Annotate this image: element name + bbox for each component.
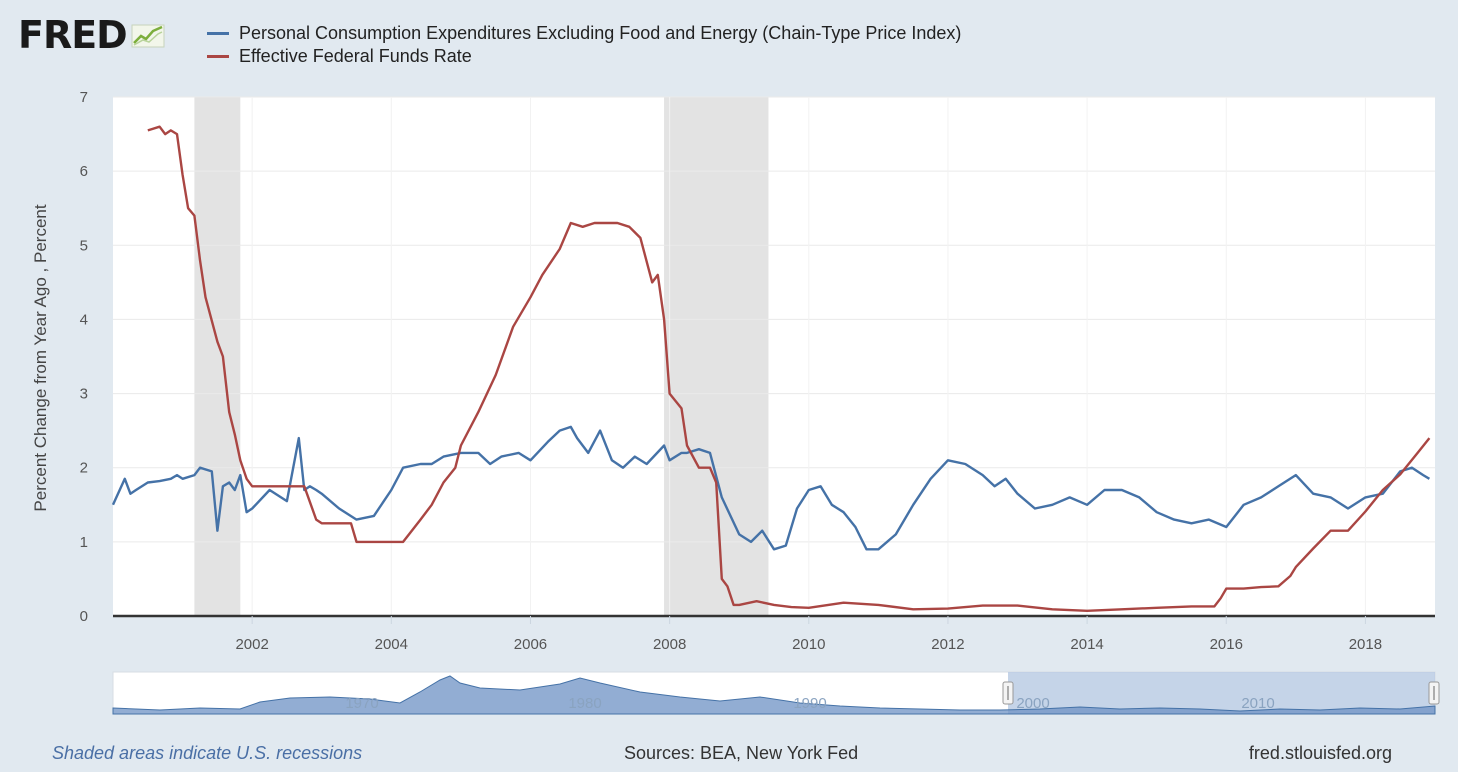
navigator-year-label: 2010 [1241, 695, 1274, 712]
y-tick-label: 3 [80, 386, 88, 403]
y-tick-label: 7 [80, 89, 88, 106]
x-tick-label: 2016 [1210, 636, 1243, 653]
x-tick-label: 2010 [792, 636, 825, 653]
series-lines [111, 125, 1431, 612]
x-tick-label: 2002 [235, 636, 268, 653]
y-tick-label: 2 [80, 460, 88, 477]
legend-swatch-fed-funds [207, 55, 229, 58]
y-tick-label: 5 [80, 237, 88, 254]
y-tick-label: 6 [80, 163, 88, 180]
navigator-year-label: 1990 [793, 695, 826, 712]
navigator-year-label: 1970 [345, 695, 378, 712]
fred-line-graph-icon [131, 24, 165, 48]
y-axis-title: Percent Change from Year Ago , Percent [31, 204, 50, 511]
sources-text: Sources: BEA, New York Fed [624, 743, 859, 763]
fred-logo[interactable]: FRED [18, 13, 165, 57]
y-tick-label: 1 [80, 534, 88, 551]
navigator-series-area [112, 675, 1436, 715]
chart-legend: Personal Consumption Expenditures Exclud… [207, 22, 961, 68]
legend-label-pce: Personal Consumption Expenditures Exclud… [239, 23, 962, 43]
legend-item-fed-funds[interactable]: Effective Federal Funds Rate [207, 45, 961, 68]
x-tick-label: 2008 [653, 636, 686, 653]
logo-text: FRED [18, 13, 128, 57]
recession-band-1 [194, 97, 241, 616]
recession-band-2 [664, 97, 769, 616]
recession-note[interactable]: Shaded areas indicate U.S. recessions [52, 743, 363, 763]
x-tick-label: 2014 [1070, 636, 1103, 653]
series-line-pce[interactable] [111, 425, 1431, 551]
plot-background [113, 97, 1435, 616]
navigator-labels: 1970 1980 1990 2000 2010 [345, 695, 1274, 712]
x-tick-label: 2012 [931, 636, 964, 653]
y-tick-label: 4 [80, 311, 88, 328]
series-line-fed-funds[interactable] [147, 125, 1431, 612]
legend-item-pce[interactable]: Personal Consumption Expenditures Exclud… [207, 22, 961, 45]
range-navigator[interactable]: 1970 1980 1990 2000 2010 [112, 671, 1440, 715]
x-axis-ticks: 2002 2004 2006 2008 2010 2012 2014 2016 2018 [235, 616, 1382, 653]
legend-swatch-pce [207, 32, 229, 35]
x-tick-label: 2018 [1349, 636, 1382, 653]
site-link[interactable]: fred.stlouisfed.org [1248, 743, 1392, 763]
navigator-year-label: 2000 [1016, 695, 1049, 712]
x-tick-label: 2004 [375, 636, 408, 653]
x-tick-label: 2006 [514, 636, 547, 653]
legend-label-fed-funds: Effective Federal Funds Rate [239, 46, 472, 66]
y-axis-ticks: 0 1 2 3 4 5 6 7 [80, 89, 88, 625]
grid-lines [113, 96, 1435, 616]
y-tick-label: 0 [80, 608, 88, 625]
navigator-year-label: 1980 [568, 695, 601, 712]
